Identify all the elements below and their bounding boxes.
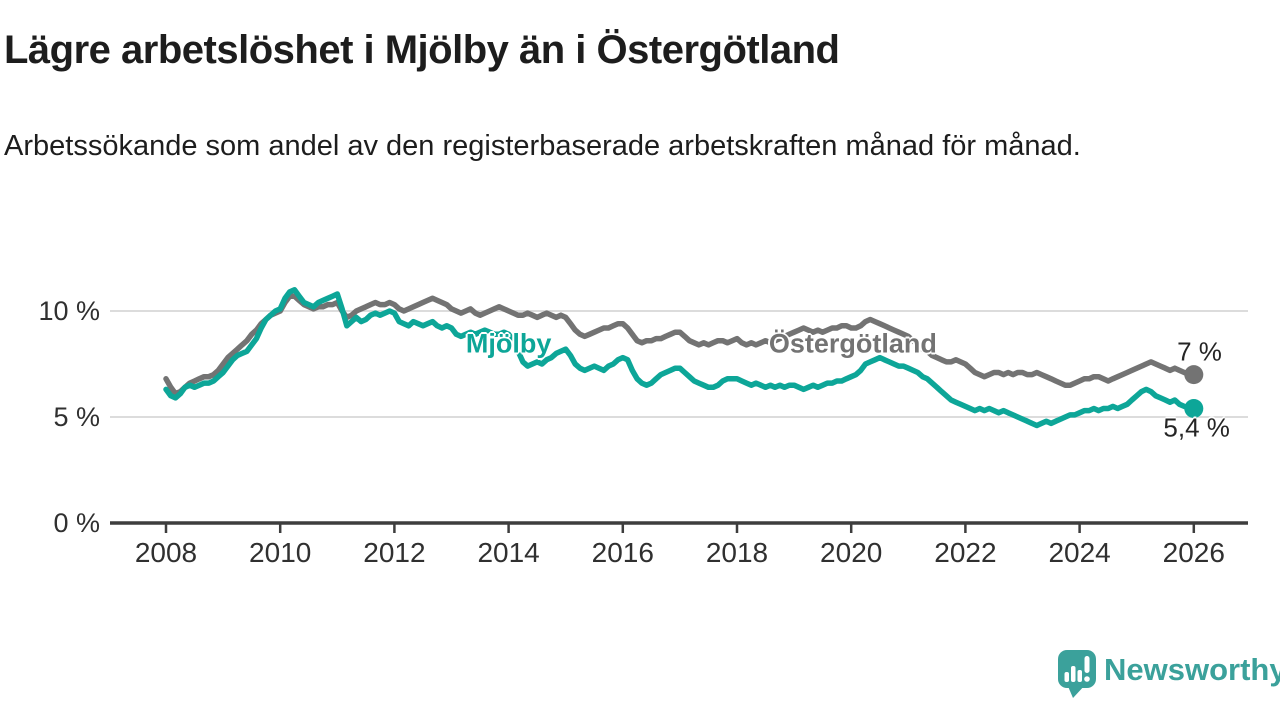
x-tick-label: 2018 xyxy=(706,537,768,568)
end-dot-mjolby xyxy=(1184,399,1204,419)
x-tick-label: 2026 xyxy=(1163,537,1225,568)
x-tick-label: 2008 xyxy=(135,537,197,568)
end-value-label-mjolby: 5,4 % xyxy=(1163,412,1230,443)
x-tick-label: 2020 xyxy=(820,537,882,568)
series-label-ostergotland: Östergötland xyxy=(768,328,937,359)
x-tick-label: 2012 xyxy=(363,537,425,568)
chart-subtitle: Arbetssökande som andel av den registerb… xyxy=(4,130,1081,162)
newsworthy-wordmark: Newsworthy xyxy=(1104,652,1280,687)
logo-bubble xyxy=(1058,650,1096,698)
series-label-mjolby: Mjölby xyxy=(465,328,552,359)
page-title: Lägre arbetslöshet i Mjölby än i Östergö… xyxy=(4,28,840,72)
y-tick-label: 10 % xyxy=(38,296,100,326)
end-value-label-ostergotland: 7 % xyxy=(1177,336,1222,367)
logo-barchart-icon xyxy=(1064,656,1090,682)
newsworthy-logo-icon xyxy=(1058,650,1096,698)
end-dot-ostergotland xyxy=(1184,365,1204,385)
x-tick-label: 2014 xyxy=(477,537,539,568)
x-tick-label: 2016 xyxy=(592,537,654,568)
series-line-mjolby xyxy=(163,287,1197,429)
x-tick-label: 2022 xyxy=(934,537,996,568)
x-tick-label: 2010 xyxy=(249,537,311,568)
x-tick-label: 2024 xyxy=(1048,537,1110,568)
y-tick-label: 0 % xyxy=(53,508,100,538)
y-tick-label: 5 % xyxy=(53,402,100,432)
